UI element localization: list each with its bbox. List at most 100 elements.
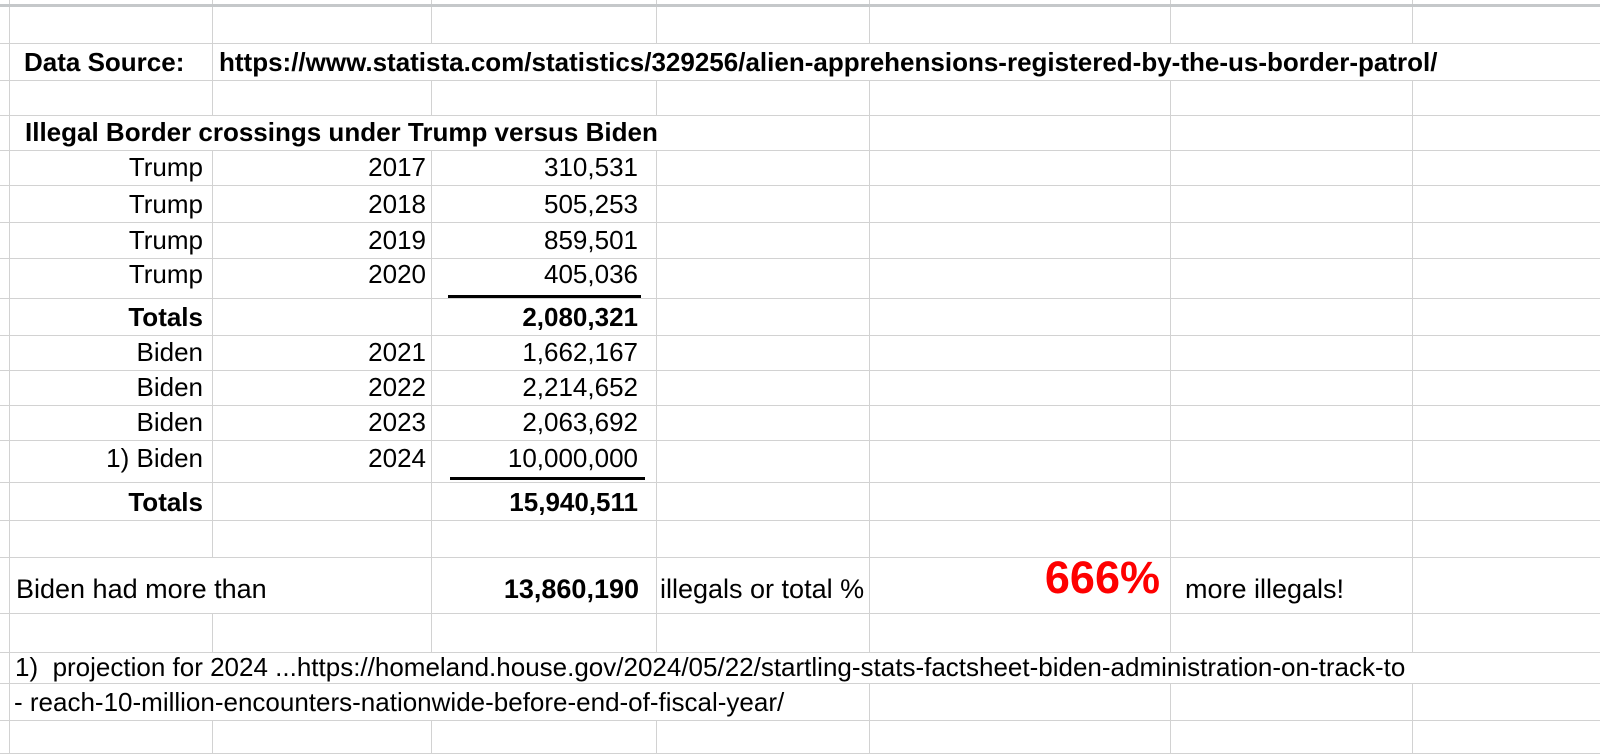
gridline-vertical	[869, 613, 870, 652]
gridline-vertical	[1170, 613, 1171, 652]
cell-row3-label[interactable]: Trump	[128, 259, 203, 289]
gridline-vertical	[656, 720, 657, 754]
gridline-vertical	[212, 150, 213, 557]
gridline-vertical	[9, 683, 10, 720]
gridline-horizontal	[0, 115, 1600, 116]
cell-row7-label[interactable]: Biden	[136, 407, 204, 437]
gridline-vertical	[212, 613, 213, 652]
gridline-vertical	[1170, 80, 1171, 115]
gridline-horizontal	[0, 335, 1600, 336]
cell-row8-label[interactable]: 1) Biden	[106, 443, 203, 473]
cell-row5-year[interactable]: 2021	[368, 337, 426, 367]
gridline-horizontal	[0, 440, 1600, 441]
cell-row5-label[interactable]: Biden	[136, 337, 204, 367]
cell-row0-label[interactable]: Trump	[128, 152, 203, 182]
gridline-vertical	[656, 557, 657, 613]
cell-row0-year[interactable]: 2017	[368, 152, 426, 182]
cell-row9-value[interactable]: 15,940,511	[509, 487, 638, 517]
cell-row0-value[interactable]: 310,531	[544, 152, 638, 182]
cell-row4-label[interactable]: Totals	[128, 302, 203, 332]
cell-row2-year[interactable]: 2019	[368, 225, 426, 255]
gridline-vertical	[431, 557, 432, 613]
cell-summary-middle[interactable]: illegals or total %	[660, 575, 865, 604]
gridline-vertical	[869, 115, 870, 150]
gridline-vertical	[9, 0, 10, 43]
cell-row8-value[interactable]: 10,000,000	[507, 443, 638, 473]
cell-sheet-title[interactable]: Illegal Border crossings under Trump ver…	[25, 117, 658, 147]
cell-row7-year[interactable]: 2023	[368, 407, 426, 437]
gridline-vertical	[1412, 613, 1413, 652]
cell-summary-percent[interactable]: 666%	[1044, 552, 1160, 603]
gridline-vertical	[869, 80, 870, 115]
gridline-horizontal	[0, 80, 1600, 81]
gridline-vertical	[9, 43, 10, 80]
gridline-vertical	[1170, 683, 1171, 720]
gridline-vertical	[431, 613, 432, 652]
gridline-vertical	[1170, 0, 1171, 43]
cell-data-source-label[interactable]: Data Source:	[24, 47, 185, 77]
gridline-vertical	[9, 613, 10, 652]
gridline-vertical	[9, 150, 10, 557]
gridline-horizontal	[0, 720, 1600, 721]
gridline-horizontal	[0, 652, 1600, 653]
gridline-vertical	[9, 652, 10, 683]
biden-total-underline	[450, 477, 645, 480]
trump-total-underline	[448, 295, 641, 298]
cell-row3-value[interactable]: 405,036	[544, 259, 638, 289]
cell-row1-value[interactable]: 505,253	[544, 189, 638, 219]
cell-data-source-url[interactable]: https://www.statista.com/statistics/3292…	[219, 47, 1438, 77]
gridline-vertical	[9, 115, 10, 150]
gridline-horizontal	[0, 43, 1600, 44]
gridline-horizontal	[0, 405, 1600, 406]
gridline-vertical	[9, 720, 10, 754]
top-pane-divider	[0, 4, 1600, 7]
gridline-vertical	[1170, 150, 1171, 557]
gridline-horizontal	[0, 482, 1600, 483]
cell-row3-year[interactable]: 2020	[368, 259, 426, 289]
gridline-vertical	[431, 720, 432, 754]
cell-row2-value[interactable]: 859,501	[544, 225, 638, 255]
gridline-vertical	[212, 80, 213, 115]
cell-row2-label[interactable]: Trump	[128, 225, 203, 255]
cell-row6-label[interactable]: Biden	[136, 372, 204, 402]
gridline-vertical	[1412, 557, 1413, 613]
gridline-horizontal	[0, 222, 1600, 223]
cell-row1-year[interactable]: 2018	[368, 189, 426, 219]
footnote-line-1[interactable]: 1) projection for 2024 ...https://homela…	[15, 652, 1406, 682]
cell-row8-year[interactable]: 2024	[368, 443, 426, 473]
cell-summary-prefix[interactable]: Biden had more than	[16, 574, 267, 604]
cell-summary-suffix[interactable]: more illegals!	[1185, 574, 1345, 604]
gridline-vertical	[212, 43, 213, 80]
cell-row4-value[interactable]: 2,080,321	[522, 302, 638, 332]
gridline-horizontal	[0, 298, 1600, 299]
cell-row9-label[interactable]: Totals	[128, 487, 203, 517]
gridline-vertical	[1412, 720, 1413, 754]
cell-row6-value[interactable]: 2,214,652	[522, 372, 638, 402]
gridline-vertical	[1412, 80, 1413, 115]
gridline-horizontal	[0, 185, 1600, 186]
gridline-vertical	[1170, 557, 1171, 613]
cell-row5-value[interactable]: 1,662,167	[522, 337, 638, 367]
gridline-horizontal	[0, 150, 1600, 151]
gridline-vertical	[656, 0, 657, 43]
gridline-vertical	[656, 150, 657, 557]
gridline-vertical	[1170, 720, 1171, 754]
cell-row7-value[interactable]: 2,063,692	[522, 407, 638, 437]
gridline-vertical	[1412, 0, 1413, 43]
cell-summary-difference[interactable]: 13,860,190	[503, 574, 639, 604]
footnote-line-2[interactable]: - reach-10-million-encounters-nationwide…	[14, 687, 785, 717]
gridline-horizontal	[0, 370, 1600, 371]
gridline-vertical	[656, 613, 657, 652]
gridline-vertical	[9, 80, 10, 115]
cell-row6-year[interactable]: 2022	[368, 372, 426, 402]
gridline-vertical	[431, 150, 432, 557]
gridline-vertical	[869, 683, 870, 720]
cell-row1-label[interactable]: Trump	[128, 189, 203, 219]
gridline-vertical	[1170, 115, 1171, 150]
gridline-vertical	[1412, 150, 1413, 557]
gridline-vertical	[869, 720, 870, 754]
gridline-vertical	[1412, 115, 1413, 150]
gridline-vertical	[656, 80, 657, 115]
gridline-vertical	[1412, 683, 1413, 720]
